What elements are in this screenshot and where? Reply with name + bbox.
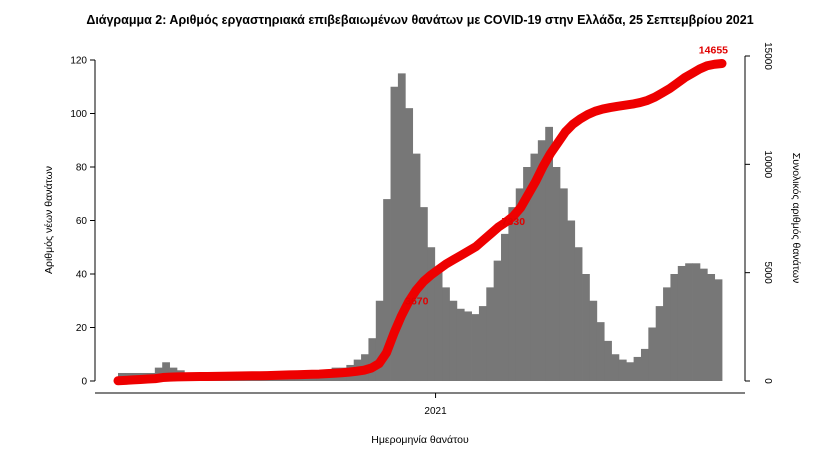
bar <box>427 247 436 381</box>
bar <box>677 265 686 381</box>
y-tick-label-left: 0 <box>81 377 87 388</box>
bar <box>552 167 561 381</box>
bar <box>471 314 480 382</box>
annotation-label: 7330 <box>502 216 526 228</box>
bar <box>655 306 664 381</box>
bar <box>633 356 642 381</box>
bar <box>501 233 509 382</box>
bar <box>280 378 288 381</box>
bar <box>589 300 598 381</box>
cumulative-line-group <box>113 58 727 386</box>
y-tick-label-right: 10000 <box>762 150 773 178</box>
bar <box>714 279 723 381</box>
y-tick-label-right: 15000 <box>762 42 773 70</box>
bar <box>567 220 576 381</box>
bar <box>434 268 443 381</box>
bar <box>162 362 170 381</box>
bar <box>420 207 428 382</box>
annotations-group: 3670 7330 14655 <box>405 44 728 307</box>
bar <box>640 348 649 381</box>
bar <box>478 306 487 381</box>
bar <box>375 300 384 381</box>
bar <box>699 268 708 381</box>
annotation-label: 14655 <box>699 44 728 56</box>
bar <box>442 287 450 382</box>
chart-title: Διάγραμμα 2: Αριθμός εργαστηριακά επιβεβ… <box>86 13 753 27</box>
y-tick-label-left: 60 <box>76 216 88 227</box>
cumulative-line <box>113 58 727 386</box>
bar <box>545 126 553 382</box>
bar <box>596 322 605 381</box>
bar <box>530 153 539 382</box>
x-tick-label: 2021 <box>424 406 447 417</box>
bar <box>626 362 635 381</box>
bar <box>670 274 679 381</box>
bar <box>604 340 612 382</box>
annotation-label: 3670 <box>405 295 429 307</box>
bar <box>707 274 716 381</box>
bar <box>618 359 627 381</box>
bar <box>648 327 657 381</box>
bar <box>611 354 620 381</box>
axes-group: 0 20 40 60 80 100 120 0 5000 10000 15000 2021 <box>70 42 773 417</box>
bar <box>559 188 568 381</box>
bar <box>405 108 414 382</box>
bar <box>383 199 391 381</box>
bar <box>582 274 590 381</box>
y-tick-label-left: 120 <box>70 56 87 67</box>
y-tick-label-left: 100 <box>70 109 87 120</box>
bar <box>397 73 406 382</box>
y-tick-label-left: 20 <box>76 323 88 334</box>
bar <box>692 263 701 381</box>
bar <box>449 300 458 381</box>
bar <box>486 287 495 382</box>
bar <box>368 338 377 381</box>
y-tick-label-right: 0 <box>762 378 773 384</box>
bar <box>390 86 399 381</box>
y-tick-label-left: 80 <box>76 163 88 174</box>
bar <box>508 207 517 382</box>
y-axis-label-right: Συνολικός αριθμός θανάτων <box>790 153 802 283</box>
bar <box>464 311 472 381</box>
bar <box>574 247 583 381</box>
bar <box>456 308 465 381</box>
y-axis-label-left: Αριθμός νέων θανάτων <box>43 166 55 274</box>
bar <box>412 153 421 382</box>
y-tick-label-right: 5000 <box>762 262 773 285</box>
y-tick-label-left: 40 <box>76 270 88 281</box>
x-axis-label: Ημερομηνία θανάτου <box>371 434 469 446</box>
bar <box>523 167 531 381</box>
bar <box>663 287 671 382</box>
bars-group <box>118 73 723 382</box>
bar <box>537 140 546 381</box>
bar <box>685 263 693 381</box>
bar <box>493 260 502 382</box>
bar <box>515 188 524 381</box>
